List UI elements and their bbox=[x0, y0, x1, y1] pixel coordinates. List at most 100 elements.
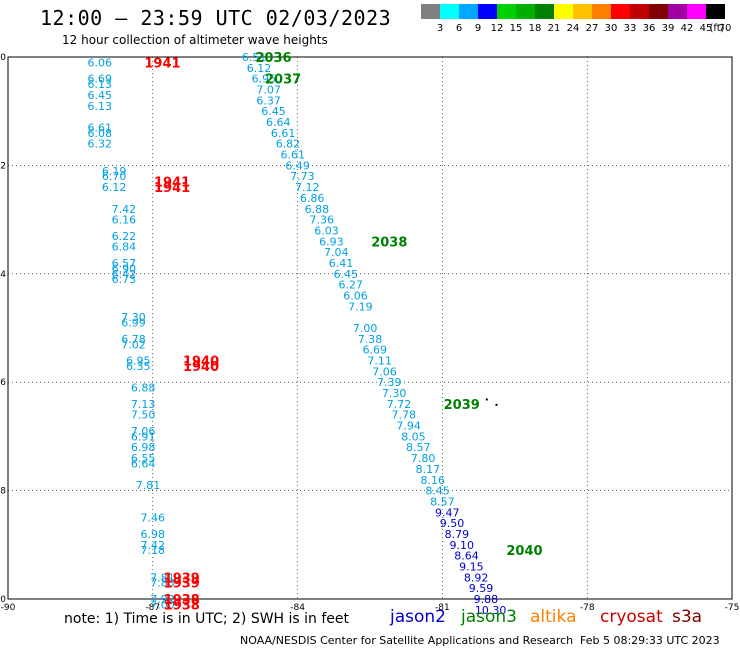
wave-height-point: 6.95 bbox=[126, 355, 151, 368]
x-tick-label: -90 bbox=[1, 603, 16, 613]
y-tick-label: -20 bbox=[0, 53, 6, 63]
wave-height-point: 6.90 bbox=[112, 262, 137, 275]
legend-label: 45 bbox=[700, 23, 713, 34]
legend-swatch bbox=[687, 4, 706, 19]
satellite-legend-item: s3a bbox=[672, 607, 703, 627]
legend-swatch bbox=[440, 4, 459, 19]
satellite-legend-item: jason3 bbox=[461, 607, 517, 627]
legend-swatch bbox=[611, 4, 630, 19]
wave-height-point: 6.32 bbox=[87, 138, 112, 151]
legend-swatch bbox=[516, 4, 535, 19]
wave-height-point: 7.92 bbox=[150, 593, 175, 606]
pass-time-label: 1938 bbox=[164, 598, 200, 613]
wave-height-point: 6.84 bbox=[112, 241, 137, 254]
legend-label: 21 bbox=[548, 23, 561, 34]
pass-time-label: 1941 bbox=[154, 176, 190, 191]
wave-height-point: 7.50 bbox=[131, 409, 156, 422]
data-mark bbox=[495, 403, 498, 406]
wave-height-point: 7.19 bbox=[348, 300, 373, 313]
wave-height-point: 6.42 bbox=[112, 268, 137, 281]
legend-unit: (ft) bbox=[709, 23, 724, 34]
legend-label: 24 bbox=[567, 23, 580, 34]
wave-height-point: 9.47 bbox=[435, 506, 460, 519]
wave-height-point: 7.78 bbox=[392, 409, 417, 422]
wave-height-point: 6.98 bbox=[141, 528, 166, 541]
wave-height-point: 7.02 bbox=[121, 338, 146, 351]
legend-swatch bbox=[459, 4, 478, 19]
satellite-legend-item: altika bbox=[530, 607, 577, 627]
wave-height-point: 6.64 bbox=[131, 458, 156, 471]
legend-label: 33 bbox=[624, 23, 637, 34]
legend-label: 18 bbox=[529, 23, 542, 34]
x-tick-label: -81 bbox=[435, 603, 450, 613]
footer-timestamp: Feb 5 08:29:33 UTC 2023 bbox=[580, 634, 720, 647]
legend-label: 27 bbox=[586, 23, 599, 34]
legend-swatch bbox=[421, 4, 440, 19]
legend-label: 9 bbox=[475, 23, 481, 34]
wave-height-point: 7.94 bbox=[396, 420, 421, 433]
footer-credit: NOAA/NESDIS Center for Satellite Applica… bbox=[240, 634, 574, 647]
wave-height-point: 7.46 bbox=[141, 512, 166, 525]
pass-time-label: 1941 bbox=[154, 181, 190, 196]
wave-height-point: 6.61 bbox=[281, 149, 306, 162]
wave-height-point: 6.13 bbox=[87, 78, 112, 91]
legend-swatch bbox=[706, 4, 725, 19]
y-tick-label: -30 bbox=[0, 595, 6, 605]
wave-height-point: 6.06 bbox=[343, 289, 368, 302]
wave-height-point: 8.92 bbox=[464, 571, 489, 584]
wave-height-point: 6.73 bbox=[112, 273, 137, 286]
wave-height-point: 6.82 bbox=[276, 138, 301, 151]
wave-height-point: 6.61 bbox=[271, 127, 296, 140]
wave-height-point: 9.50 bbox=[440, 517, 465, 530]
y-tick-label: -22 bbox=[0, 161, 6, 171]
wave-height-point: 6.03 bbox=[314, 224, 339, 237]
wave-height-point: 7.18 bbox=[141, 544, 166, 557]
pass-time-label: 1939 bbox=[164, 571, 200, 586]
wave-height-point: 6.95 bbox=[252, 73, 277, 86]
wave-height-point: 6.93 bbox=[319, 235, 344, 248]
wave-height-point: 8.17 bbox=[416, 463, 441, 476]
wave-height-point: 6.78 bbox=[121, 333, 146, 346]
wave-height-point: 9.88 bbox=[474, 593, 499, 606]
wave-height-point: 6.16 bbox=[112, 214, 137, 227]
wave-height-point: 6.99 bbox=[121, 317, 146, 330]
wave-height-point: 6.06 bbox=[87, 56, 112, 69]
pass-time-label: 2039 bbox=[444, 398, 480, 413]
wave-height-point: 6.27 bbox=[338, 279, 363, 292]
wave-height-point: 7.00 bbox=[150, 598, 175, 611]
chart-title: 12:00 – 23:59 UTC 02/03/2023 bbox=[40, 6, 392, 30]
legend-swatch bbox=[592, 4, 611, 19]
wave-height-point: 6.61 bbox=[87, 121, 112, 134]
legend-swatch bbox=[573, 4, 592, 19]
legend-label: 42 bbox=[681, 23, 694, 34]
wave-height-point: 6.98 bbox=[131, 441, 156, 454]
wave-height-point: 7.80 bbox=[411, 452, 436, 465]
legend-label: 15 bbox=[510, 23, 523, 34]
wave-height-point: 6.12 bbox=[102, 181, 127, 194]
legend-label: 39 bbox=[662, 23, 675, 34]
legend-swatch bbox=[478, 4, 497, 19]
wave-height-point: 6.08 bbox=[87, 127, 112, 140]
wave-height-point: 7.13 bbox=[131, 398, 156, 411]
y-tick-label: -28 bbox=[0, 487, 6, 497]
wave-height-point: 6.45 bbox=[261, 105, 286, 118]
wave-height-point: 6.91 bbox=[131, 430, 156, 443]
x-tick-label: -87 bbox=[145, 603, 160, 613]
legend-swatch bbox=[497, 4, 516, 19]
wave-height-point: 10.30 bbox=[475, 604, 507, 617]
wave-height-point: 8.57 bbox=[430, 495, 455, 508]
wave-height-point: 7.04 bbox=[324, 246, 349, 259]
footer-note: note: 1) Time is in UTC; 2) SWH is in fe… bbox=[64, 611, 350, 627]
pass-time-label: 1939 bbox=[164, 577, 200, 592]
wave-height-point: 6.41 bbox=[329, 257, 354, 270]
legend-label: 12 bbox=[491, 23, 504, 34]
legend-swatch bbox=[630, 4, 649, 19]
legend-label: 36 bbox=[643, 23, 656, 34]
wave-height-point: 6.70 bbox=[102, 170, 127, 183]
wave-height-point: 7.42 bbox=[141, 539, 166, 552]
legend-label: 3 bbox=[437, 23, 443, 34]
pass-time-label: 1940 bbox=[183, 360, 219, 375]
wave-height-point: 6.69 bbox=[87, 73, 112, 86]
wave-height-point: 7.12 bbox=[295, 181, 320, 194]
